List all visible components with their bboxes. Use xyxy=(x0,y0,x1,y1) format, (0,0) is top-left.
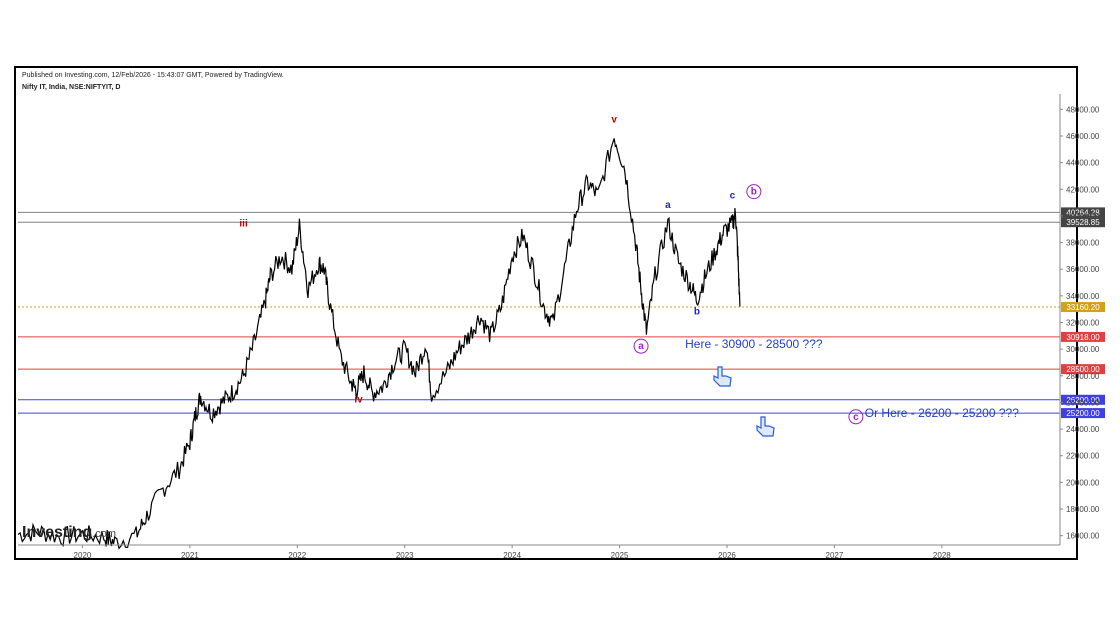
logo-main: Investing xyxy=(22,524,92,541)
price-tag xyxy=(1061,217,1105,228)
y-tick-label: 38000.00 xyxy=(1066,239,1100,248)
x-tick-label: 2023 xyxy=(396,551,414,560)
price-tag xyxy=(1061,364,1105,375)
y-tick-label: 30000.00 xyxy=(1066,345,1100,354)
wave-label: a xyxy=(665,200,671,211)
y-tick-label: 34000.00 xyxy=(1066,292,1100,301)
published-caption: Published on Investing.com, 12/Feb/2026 … xyxy=(22,72,284,79)
y-tick-label: 16000.00 xyxy=(1066,532,1100,541)
wave-label: b xyxy=(751,187,757,198)
price-tag-label: 40264.28 xyxy=(1066,208,1100,217)
x-tick-label: 2028 xyxy=(933,551,951,560)
y-tick-label: 28000.00 xyxy=(1066,372,1100,381)
wave-label-circle xyxy=(746,184,762,200)
price-tag-label: 30918.00 xyxy=(1066,333,1100,342)
symbol-title: Nifty IT, India, NSE:NIFTYIT, D xyxy=(22,84,121,91)
price-tag xyxy=(1061,207,1105,218)
price-tag xyxy=(1061,394,1105,405)
x-tick-label: 2027 xyxy=(826,551,844,560)
price-tag-label: 33160.20 xyxy=(1066,303,1100,312)
logo-suffix: .com xyxy=(92,528,116,540)
x-tick-label: 2025 xyxy=(611,551,629,560)
price-series-line xyxy=(17,138,741,550)
price-tag-label: 39528.85 xyxy=(1066,218,1100,227)
investing-logo: Investing.com xyxy=(22,524,116,541)
x-tick-label: 2024 xyxy=(503,551,521,560)
y-tick-label: 40000.00 xyxy=(1066,212,1100,221)
hand-shape xyxy=(756,416,775,437)
annotation-text: Or Here - 26200 - 25200 ??? xyxy=(865,406,1019,420)
wave-label-circle xyxy=(848,409,864,425)
chart-frame xyxy=(14,66,1078,560)
y-tick-label: 26000.00 xyxy=(1066,398,1100,407)
wave-label: b xyxy=(694,307,700,318)
price-tag-label: 26200.00 xyxy=(1066,396,1100,405)
wave-label-circle xyxy=(633,338,649,354)
price-tag xyxy=(1061,302,1105,313)
y-tick-label: 20000.00 xyxy=(1066,478,1100,487)
wave-label: a xyxy=(638,341,644,352)
wave-label: c xyxy=(853,412,859,423)
y-tick-label: 46000.00 xyxy=(1066,132,1100,141)
y-tick-label: 22000.00 xyxy=(1066,452,1100,461)
y-tick-label: 32000.00 xyxy=(1066,319,1100,328)
y-tick-label: 36000.00 xyxy=(1066,265,1100,274)
y-tick-label: 24000.00 xyxy=(1066,425,1100,434)
wave-label: c xyxy=(730,191,736,202)
pointing-hand-icon xyxy=(756,416,775,437)
y-tick-label: 44000.00 xyxy=(1066,159,1100,168)
price-tag xyxy=(1061,408,1105,419)
wave-label: iv xyxy=(354,394,363,405)
wave-label: iii xyxy=(239,219,248,230)
wave-label: v xyxy=(611,115,617,126)
y-tick-label: 48000.00 xyxy=(1066,105,1100,114)
hand-shape xyxy=(713,366,732,387)
x-tick-label: 2020 xyxy=(74,551,92,560)
x-tick-label: 2022 xyxy=(288,551,306,560)
pointing-hand-icon xyxy=(713,366,732,387)
y-tick-label: 18000.00 xyxy=(1066,505,1100,514)
price-tag-label: 25200.00 xyxy=(1066,409,1100,418)
annotation-text: Here - 30900 - 28500 ??? xyxy=(685,337,823,351)
x-tick-label: 2026 xyxy=(718,551,736,560)
price-tag xyxy=(1061,331,1105,342)
y-tick-label: 42000.00 xyxy=(1066,185,1100,194)
x-tick-label: 2021 xyxy=(181,551,199,560)
price-tag-label: 28500.00 xyxy=(1066,365,1100,374)
